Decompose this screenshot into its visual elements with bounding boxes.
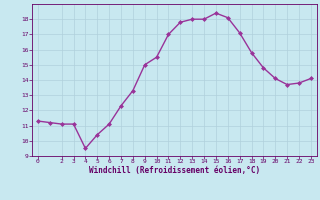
X-axis label: Windchill (Refroidissement éolien,°C): Windchill (Refroidissement éolien,°C) <box>89 166 260 175</box>
